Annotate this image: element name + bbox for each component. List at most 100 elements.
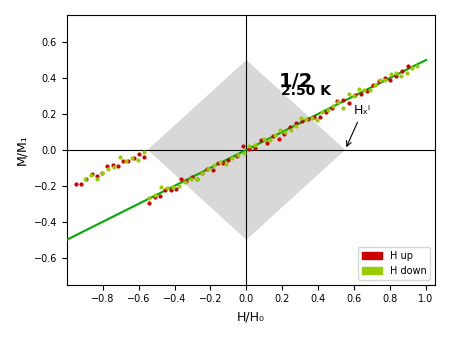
H down	[366, 87, 373, 93]
H down	[158, 185, 165, 190]
H up	[252, 146, 259, 151]
H up	[393, 73, 400, 78]
H down	[292, 124, 300, 129]
H down	[356, 87, 363, 92]
H up	[157, 193, 164, 198]
H up	[316, 114, 324, 120]
H up	[328, 106, 335, 111]
H up	[275, 136, 282, 142]
H up	[287, 125, 294, 130]
H up	[88, 171, 95, 176]
H down	[313, 117, 320, 123]
H up	[220, 161, 227, 166]
Y-axis label: M/M₁: M/M₁	[15, 135, 28, 165]
H up	[281, 132, 288, 137]
H down	[303, 116, 310, 122]
H down	[87, 173, 94, 178]
H down	[134, 157, 141, 163]
H down	[181, 179, 189, 184]
H down	[319, 109, 326, 114]
H down	[252, 142, 259, 148]
H down	[392, 70, 400, 75]
H up	[209, 167, 216, 173]
H down	[340, 106, 347, 111]
X-axis label: H/H₀: H/H₀	[237, 310, 265, 323]
H down	[117, 154, 124, 160]
H down	[371, 82, 378, 87]
H down	[334, 99, 342, 104]
H down	[329, 104, 337, 109]
Text: 1/2: 1/2	[279, 72, 313, 91]
H up	[375, 78, 382, 83]
H up	[83, 176, 90, 182]
H down	[324, 107, 331, 113]
H up	[292, 120, 300, 126]
H up	[369, 82, 376, 88]
H down	[169, 184, 176, 190]
H down	[140, 149, 147, 155]
H down	[398, 73, 405, 78]
H up	[135, 151, 143, 156]
H up	[298, 119, 306, 124]
H up	[246, 146, 253, 151]
H down	[234, 152, 241, 158]
H down	[414, 63, 421, 69]
H up	[405, 64, 412, 69]
H up	[93, 173, 100, 178]
H up	[240, 144, 247, 149]
H down	[345, 92, 352, 97]
H down	[361, 87, 368, 93]
H down	[187, 176, 194, 182]
H down	[222, 161, 230, 167]
H down	[246, 143, 253, 148]
Text: Hₓᴵ: Hₓᴵ	[346, 104, 371, 146]
H up	[340, 98, 347, 103]
H up	[188, 174, 195, 180]
H up	[130, 155, 137, 161]
H down	[105, 166, 112, 171]
H down	[205, 166, 212, 172]
H down	[271, 132, 279, 138]
H up	[183, 178, 190, 183]
H down	[297, 116, 305, 121]
H down	[199, 170, 206, 175]
H down	[287, 127, 294, 132]
H down	[111, 164, 118, 170]
H up	[310, 114, 318, 120]
H down	[240, 150, 247, 156]
H down	[216, 160, 224, 165]
H down	[146, 195, 153, 200]
H up	[322, 110, 329, 115]
H up	[151, 195, 158, 200]
H up	[99, 171, 106, 176]
H down	[277, 128, 284, 133]
H down	[382, 78, 389, 83]
H up	[269, 134, 276, 139]
H up	[146, 200, 153, 206]
H down	[387, 71, 394, 77]
H down	[228, 155, 235, 161]
H down	[211, 163, 218, 168]
H down	[128, 155, 135, 161]
H up	[125, 158, 132, 164]
H up	[120, 158, 127, 163]
H up	[167, 188, 174, 193]
H up	[234, 153, 241, 159]
H down	[282, 129, 289, 135]
H up	[140, 154, 148, 160]
H down	[176, 183, 183, 189]
Legend: H up, H down: H up, H down	[358, 247, 430, 280]
H down	[99, 170, 106, 175]
H down	[377, 77, 384, 83]
H up	[346, 100, 353, 106]
H down	[261, 137, 268, 142]
H up	[387, 77, 394, 83]
H down	[308, 115, 315, 120]
Polygon shape	[148, 60, 345, 240]
H down	[163, 186, 171, 191]
H up	[198, 171, 206, 176]
H up	[399, 68, 406, 74]
H up	[257, 138, 265, 143]
H up	[193, 176, 200, 181]
H down	[122, 158, 130, 163]
